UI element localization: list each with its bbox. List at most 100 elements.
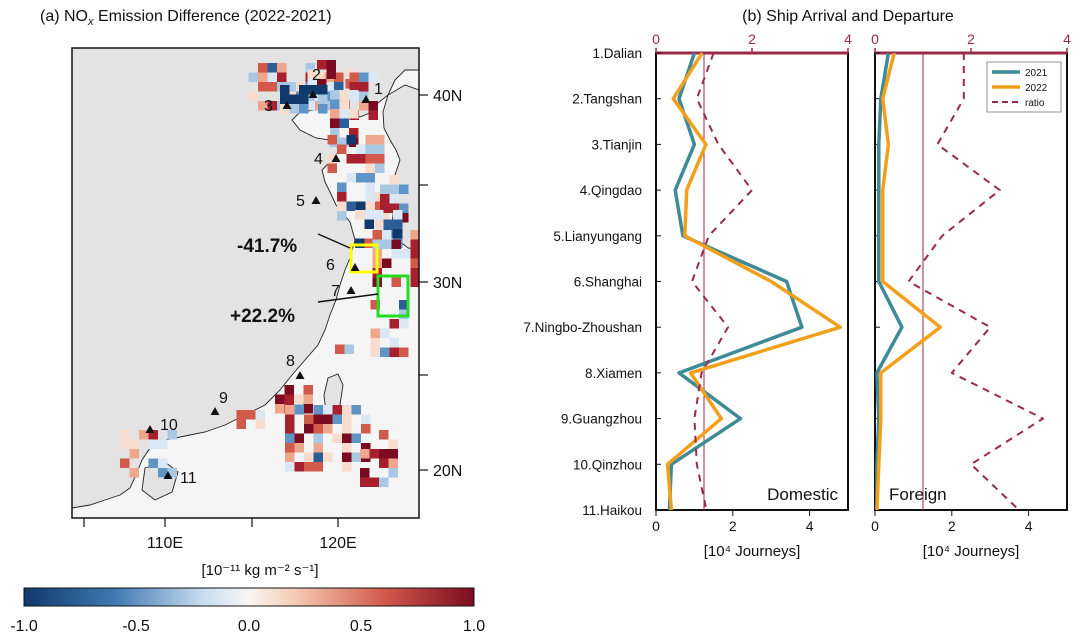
- emission-cell: [305, 101, 315, 111]
- emission-cell: [318, 104, 328, 114]
- emission-cell: [379, 430, 389, 440]
- emission-cell: [120, 439, 130, 449]
- box-increase: [376, 274, 410, 318]
- emission-cell: [305, 63, 315, 73]
- emission-cell: [335, 344, 345, 354]
- emission-cell: [365, 154, 375, 164]
- lat-axis: [419, 94, 428, 471]
- emission-cell: [379, 477, 389, 487]
- emission-cell: [294, 394, 304, 404]
- emission-cell: [318, 85, 328, 95]
- emission-cell: [285, 452, 295, 462]
- port-marker-icon: [361, 95, 371, 103]
- emission-cell: [267, 82, 277, 92]
- emission-cell: [410, 258, 419, 268]
- emission-cell: [120, 430, 130, 440]
- emission-cell: [339, 137, 349, 147]
- emission-cell: [349, 82, 359, 92]
- series-line-2021: [667, 52, 804, 511]
- emission-cell: [248, 72, 258, 82]
- emission-cell: [346, 135, 356, 145]
- emission-cell: [349, 109, 359, 119]
- emission-cell: [375, 163, 385, 173]
- emission-cell: [284, 394, 294, 404]
- emission-cell: [349, 72, 359, 82]
- emission-cell: [280, 94, 290, 104]
- emission-cell: [382, 239, 392, 249]
- panel-b-title: (b) Ship Arrival and Departure: [742, 8, 954, 25]
- x-tick-label: 4: [1025, 518, 1033, 534]
- emission-cell: [365, 182, 375, 192]
- emission-cell: [346, 201, 356, 211]
- emission-cell: [339, 109, 349, 119]
- emission-cell: [365, 192, 375, 202]
- emission-cell: [337, 201, 347, 211]
- emission-cell: [307, 69, 317, 79]
- emission-cell: [389, 203, 399, 213]
- emission-cell: [337, 144, 347, 154]
- emission-cell: [342, 424, 352, 434]
- emission-cell: [255, 419, 265, 429]
- category-label: 8.Xiamen: [585, 366, 642, 381]
- emission-cell: [369, 449, 379, 459]
- emission-cell: [294, 443, 304, 453]
- emission-cell: [379, 449, 389, 459]
- emission-cell: [375, 154, 385, 164]
- colorbar-tick: 0.5: [350, 618, 372, 635]
- port-marker-icon: [350, 263, 360, 271]
- emission-cell: [303, 404, 313, 414]
- emission-cell: [317, 60, 327, 70]
- subpanel-domestic: 0 2 4 0 2 4 [10⁴ Journeys] Domestic: [652, 31, 852, 560]
- emission-cell: [375, 192, 385, 202]
- emission-cell: [313, 452, 323, 462]
- emission-cell: [351, 405, 361, 415]
- port-label: 1: [374, 81, 383, 98]
- emission-cell: [342, 443, 352, 453]
- emission-cell: [299, 104, 309, 114]
- x-axis-label: [10⁴ Journeys]: [923, 543, 1020, 560]
- emission-cell: [359, 91, 369, 101]
- emission-cell: [323, 414, 333, 424]
- emission-cell: [351, 433, 361, 443]
- emission-cell: [349, 90, 359, 100]
- lon-tick-label: 120E: [319, 535, 356, 552]
- emission-cell: [342, 452, 352, 462]
- emission-cell: [391, 239, 401, 249]
- emission-cell: [391, 249, 401, 259]
- emission-cell: [359, 72, 369, 82]
- subpanel-label: Domestic: [767, 485, 838, 504]
- emission-cell: [342, 405, 352, 415]
- emission-cell: [275, 404, 285, 414]
- emission-cell: [327, 154, 337, 164]
- emission-cell: [313, 405, 323, 415]
- emission-cell: [364, 219, 374, 229]
- colorbar-tick: 0.0: [238, 618, 260, 635]
- emission-cell: [129, 449, 139, 459]
- emission-cell: [324, 91, 334, 101]
- emission-cell: [337, 211, 347, 221]
- emission-cell: [330, 109, 340, 119]
- emission-cell: [356, 173, 366, 183]
- emission-cell: [330, 99, 340, 109]
- emission-cell: [248, 91, 258, 101]
- emission-cell: [324, 82, 334, 92]
- emission-cell: [258, 101, 268, 111]
- port-marker-icon: [145, 425, 155, 433]
- emission-cell: [148, 430, 158, 440]
- emission-cell: [365, 201, 375, 211]
- lat-tick-label: 30N: [433, 275, 462, 292]
- emission-cell: [332, 414, 342, 424]
- emission-cell: [388, 439, 398, 449]
- emission-cell: [339, 118, 349, 128]
- emission-cell: [324, 101, 334, 111]
- emission-cell: [129, 439, 139, 449]
- emission-cell: [277, 63, 287, 73]
- emission-cell: [275, 394, 285, 404]
- emission-cell: [399, 319, 409, 329]
- emission-cell: [359, 101, 369, 111]
- emission-cell: [303, 385, 313, 395]
- emission-cell: [267, 63, 277, 73]
- emission-cell: [410, 230, 419, 240]
- port-label: 2: [312, 67, 321, 84]
